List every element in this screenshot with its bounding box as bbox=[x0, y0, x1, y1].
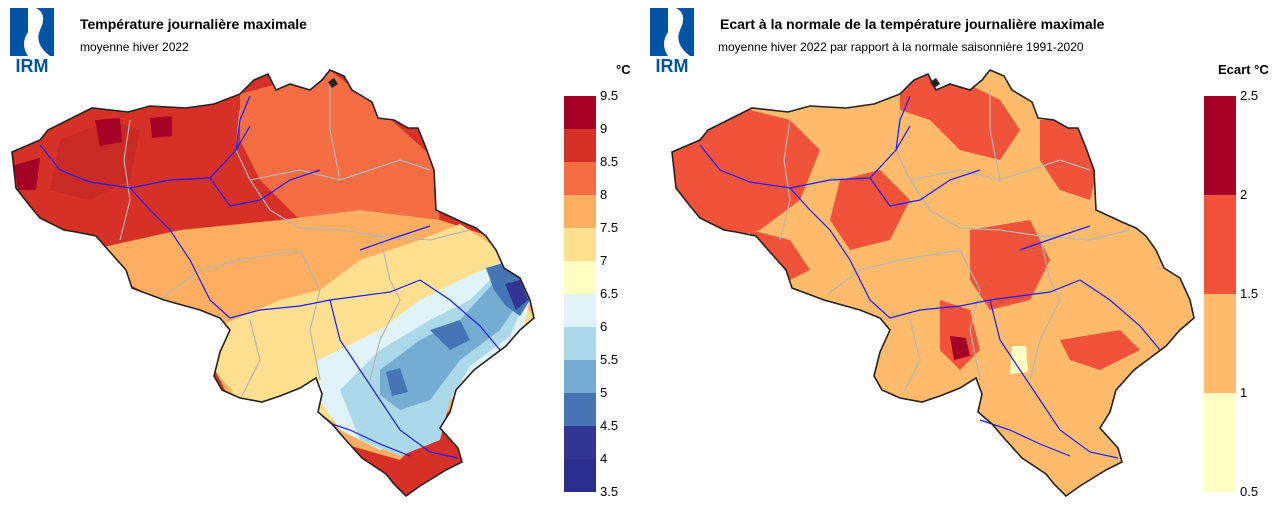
legend-tick-label: 5 bbox=[600, 385, 608, 400]
zone-8 bbox=[240, 70, 440, 230]
legend-tick-label: 8 bbox=[600, 187, 608, 202]
legend-tick-label: 6 bbox=[600, 319, 608, 334]
zone-9-c bbox=[14, 158, 40, 190]
legend-swatch bbox=[564, 261, 596, 294]
map-title: Température journalière maximale bbox=[80, 16, 307, 32]
baarle-enclave bbox=[930, 78, 940, 88]
panel-anomaly: IRM Ecart à la normale de la température… bbox=[640, 0, 1280, 507]
logo-text: IRM bbox=[16, 56, 49, 74]
baarle-enclave bbox=[328, 78, 338, 88]
legend-tick-label: 1 bbox=[1240, 385, 1248, 400]
logo-text: IRM bbox=[656, 56, 689, 74]
legend-unit: °C bbox=[616, 62, 631, 77]
legend-swatch bbox=[1204, 96, 1236, 195]
zone-9-b bbox=[150, 116, 172, 138]
legend-tick-label: 6.5 bbox=[600, 286, 619, 301]
legend-swatch bbox=[564, 360, 596, 393]
zone-5-b bbox=[386, 368, 408, 396]
legend-tick-label: 7 bbox=[600, 253, 608, 268]
panel-tmax-mean: IRM Température journalière maximale moy… bbox=[10, 8, 634, 499]
zone-5 bbox=[430, 320, 470, 350]
zone-1-5-a bbox=[672, 110, 820, 240]
legend-tick-label: 7.5 bbox=[600, 220, 619, 235]
zone-2 bbox=[950, 336, 970, 360]
legend-swatch bbox=[564, 96, 596, 129]
legend-swatch bbox=[564, 393, 596, 426]
zone-1-5-e bbox=[970, 220, 1050, 310]
map-subtitle: moyenne hiver 2022 par rapport à la norm… bbox=[718, 40, 1084, 54]
legend-tick-label: 1.5 bbox=[1240, 286, 1259, 301]
legend-temperature: 9.5 9 8.5 8 7.5 7 6.5 6 5.5 5 4.5 4 3.5 bbox=[564, 88, 634, 499]
legend-tick-label: 2 bbox=[1240, 187, 1248, 202]
legend-swatch bbox=[564, 129, 596, 162]
belgium-anomaly-map bbox=[671, 69, 1195, 498]
legend-tick-label: 3.5 bbox=[600, 484, 619, 499]
zone-1-5-g bbox=[1060, 330, 1140, 370]
legend-unit: Ecart °C bbox=[1218, 62, 1269, 77]
legend-swatch bbox=[1204, 294, 1236, 393]
rivers bbox=[699, 95, 1161, 459]
irm-logo: IRM bbox=[10, 8, 54, 74]
zone-9-a bbox=[95, 118, 122, 146]
legend-anomaly: 2.5 2 1.5 1 0.5 bbox=[1204, 88, 1274, 499]
zone-0-5-1 bbox=[1010, 346, 1028, 374]
legend-tick-label: 5.5 bbox=[600, 352, 619, 367]
zone-1-5-d bbox=[830, 170, 910, 250]
belgium-temperature-map bbox=[11, 69, 535, 498]
zone-1-5-b bbox=[900, 70, 1020, 160]
legend-swatch bbox=[564, 195, 596, 228]
legend-tick-label: 8.5 bbox=[600, 154, 619, 169]
legend-swatch bbox=[1204, 195, 1236, 294]
legend-tick-label: 2.5 bbox=[1240, 88, 1259, 103]
legend-swatch bbox=[564, 294, 596, 327]
legend-swatch bbox=[564, 228, 596, 261]
zone-4 bbox=[505, 280, 528, 310]
legend-swatch bbox=[564, 327, 596, 360]
rivers bbox=[39, 95, 501, 459]
legend-swatch bbox=[564, 426, 596, 459]
legend-swatch bbox=[564, 162, 596, 195]
country-border bbox=[11, 69, 535, 498]
legend-tick-label: 4 bbox=[600, 451, 608, 466]
legend-swatch bbox=[1204, 393, 1236, 492]
legend-tick-label: 9.5 bbox=[600, 88, 619, 103]
legend-tick-label: 9 bbox=[600, 121, 608, 136]
country-border bbox=[671, 69, 1195, 498]
irm-logo: IRM bbox=[650, 8, 694, 74]
map-subtitle: moyenne hiver 2022 bbox=[80, 40, 189, 54]
legend-tick-label: 0.5 bbox=[1240, 484, 1259, 499]
legend-swatch bbox=[564, 459, 596, 492]
map-title: Ecart à la normale de la température jou… bbox=[720, 16, 1105, 32]
legend-tick-label: 4.5 bbox=[600, 418, 619, 433]
zone-1-5-f bbox=[940, 300, 980, 370]
